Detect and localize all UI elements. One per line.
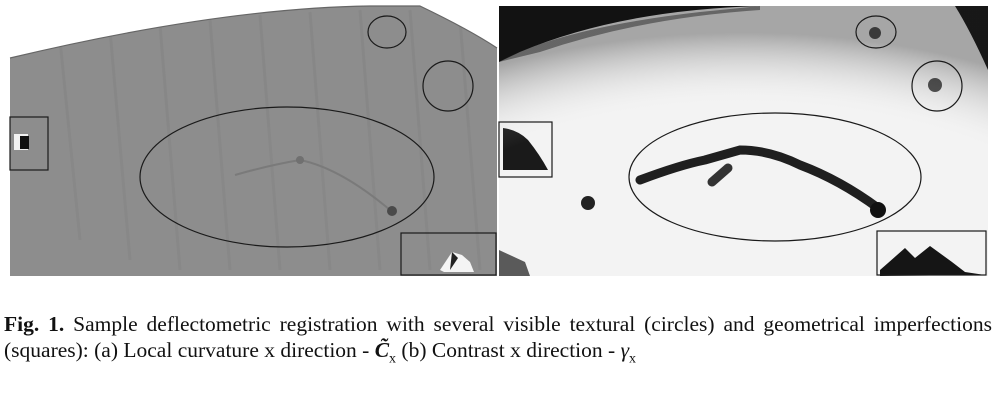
caption-text: Sample deflectometric registration with … [4, 312, 992, 362]
curvature-symbol: C̃ [374, 337, 390, 362]
contrast-subscript: x [629, 350, 637, 366]
panel-a-curvature [9, 5, 498, 276]
figure-label: Fig. 1. [4, 312, 65, 336]
contrast-symbol: γ [620, 337, 630, 362]
ellipse-annotation [139, 106, 435, 248]
circle-annotation [855, 15, 897, 49]
ellipse-annotation [628, 112, 922, 242]
square-annotation [400, 232, 497, 276]
square-annotation [876, 230, 987, 276]
circle-annotation [422, 60, 474, 112]
curvature-subscript: x [389, 350, 397, 366]
circle-annotation [367, 15, 407, 49]
square-annotation [498, 121, 553, 178]
panel-b-contrast [498, 6, 988, 276]
figure [9, 5, 988, 276]
square-annotation [9, 116, 49, 171]
figure-caption: Fig. 1. Sample deflectometric registrati… [4, 312, 992, 366]
circle-annotation [911, 60, 963, 112]
caption-text-2: (b) Contrast x direction - [396, 337, 621, 362]
